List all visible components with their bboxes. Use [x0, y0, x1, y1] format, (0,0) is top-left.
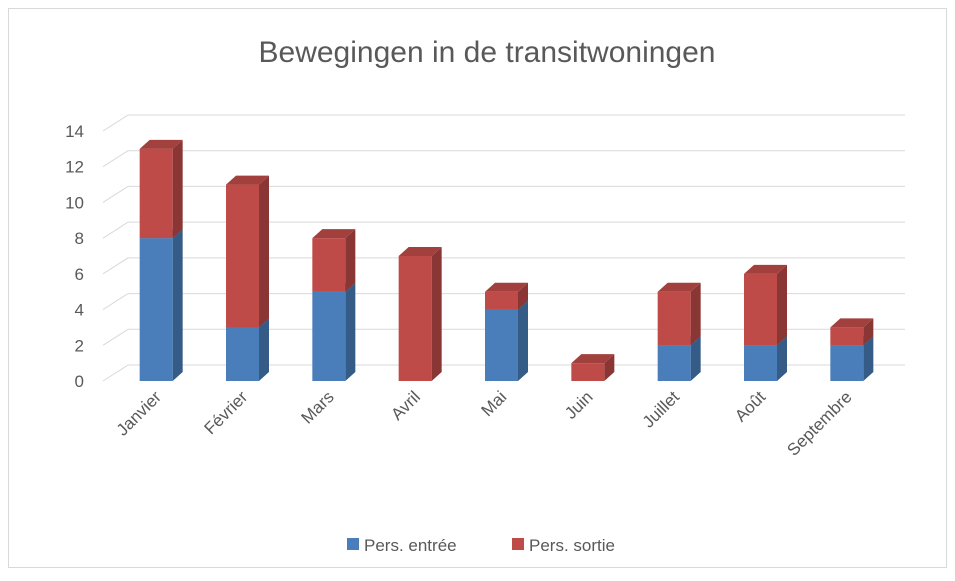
bar-side: [345, 229, 356, 292]
bar: [830, 345, 864, 381]
bar-top: [657, 282, 701, 292]
bar-side: [604, 354, 615, 381]
chart-title: Bewegingen in de transitwoningen: [259, 36, 716, 69]
bar-top: [571, 354, 615, 364]
bar-top: [312, 229, 356, 239]
y-tick-label: 6: [75, 265, 84, 284]
bar-side: [259, 175, 269, 328]
bar-side: [172, 229, 183, 381]
bar: [657, 291, 691, 346]
bar: [312, 291, 346, 381]
bar: [830, 327, 864, 346]
y-tick-label: 14: [65, 122, 84, 141]
bar-side: [518, 300, 528, 381]
legend-label: Pers. entrée: [364, 536, 457, 555]
y-tick-label: 12: [65, 158, 84, 177]
bar: [485, 309, 518, 381]
bar-top: [744, 264, 787, 274]
grid-line-depth: [102, 257, 129, 275]
bar-side: [863, 318, 874, 346]
bar-side: [345, 282, 356, 381]
y-tick-label: 8: [75, 229, 84, 248]
bar: [226, 184, 259, 328]
bar: [744, 345, 777, 381]
grid-line-depth: [102, 186, 129, 203]
y-tick-label: 4: [75, 301, 84, 320]
bar-top: [139, 139, 183, 149]
bar-side: [172, 139, 183, 239]
bar: [485, 291, 518, 310]
y-tick-label: 10: [65, 193, 84, 212]
bar-top: [226, 175, 269, 185]
grid-line-depth: [102, 328, 129, 346]
bar: [398, 256, 432, 381]
grid-line-depth: [102, 221, 129, 239]
grid-line-depth: [102, 114, 129, 132]
bar: [312, 238, 346, 292]
bar-side: [518, 282, 528, 310]
bar: [571, 363, 605, 381]
bar: [744, 273, 777, 346]
bar-top: [485, 282, 528, 292]
bar-side: [431, 247, 442, 381]
grid-line-depth: [102, 293, 129, 310]
legend-swatch: [512, 538, 524, 550]
bar-side: [690, 282, 701, 346]
bar: [657, 345, 691, 381]
legend-label: Pers. sortie: [529, 536, 615, 555]
y-tick-label: 0: [75, 372, 84, 391]
y-tick-label: 2: [75, 336, 84, 355]
bar: [226, 327, 259, 381]
bar-top: [398, 247, 442, 256]
bar-side: [690, 336, 701, 381]
bar: [139, 148, 173, 239]
grid-line-depth: [102, 364, 129, 382]
bar-side: [777, 264, 787, 346]
bar: [139, 238, 173, 381]
bar-side: [777, 336, 787, 381]
bar-side: [863, 336, 874, 381]
legend-swatch: [347, 538, 359, 550]
bar-side: [259, 318, 269, 381]
grid-line-depth: [102, 150, 129, 168]
bar-top: [830, 318, 874, 328]
